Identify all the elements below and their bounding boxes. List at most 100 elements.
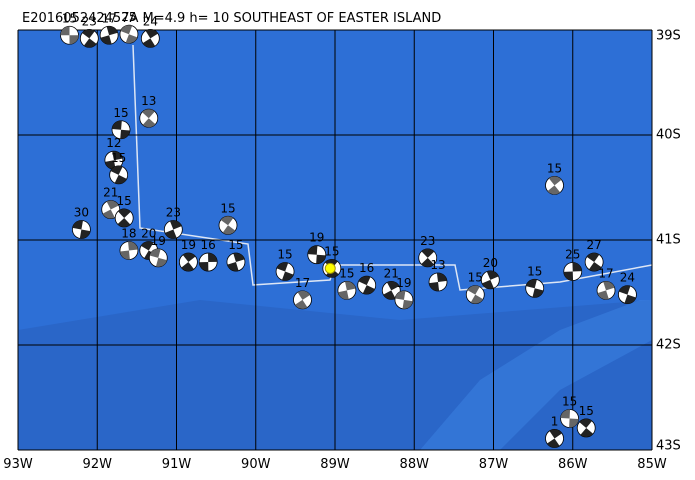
depth-label: 17	[598, 266, 613, 280]
focal-mechanism	[218, 215, 238, 235]
beachball-part	[421, 257, 434, 267]
depth-label: 15	[562, 395, 577, 409]
beachball-part	[142, 38, 156, 48]
beachball-part	[547, 185, 561, 195]
lat-label: 42S	[656, 338, 681, 353]
depth-label: 15	[324, 244, 339, 258]
beachball-part	[588, 262, 602, 272]
beachball-part	[297, 290, 311, 300]
focal-mechanism	[60, 25, 79, 45]
beachball-part	[233, 253, 245, 263]
focal-mechanism	[114, 208, 134, 228]
beachball-part	[149, 248, 161, 258]
focal-mechanism	[148, 248, 168, 268]
beachball-part	[563, 271, 574, 281]
focal-mechanism	[381, 280, 401, 300]
beachball-part	[118, 208, 131, 218]
focal-mechanism	[428, 272, 448, 292]
lon-label: 93W	[3, 457, 33, 472]
depth-label: 15	[277, 248, 292, 262]
depth-label: 17	[101, 11, 116, 25]
beachball-part	[82, 29, 95, 39]
beachball-part	[181, 262, 194, 272]
depth-label: 19	[309, 231, 324, 245]
beachball-part	[316, 254, 326, 264]
focal-mechanism	[101, 200, 121, 219]
beachball-part	[281, 271, 294, 281]
beachball-part	[362, 285, 375, 295]
lon-label: 87W	[479, 457, 509, 472]
depth-label: 27	[587, 238, 602, 252]
beachball-part	[106, 26, 118, 36]
focal-mechanism	[72, 220, 91, 239]
focal-mechanism	[111, 120, 131, 140]
beachball-part	[102, 209, 115, 219]
beachball-part	[421, 248, 435, 258]
beachball-part	[580, 427, 594, 437]
focal-mechanism	[337, 280, 357, 300]
focal-mechanism	[119, 24, 139, 44]
depth-label: 15	[117, 194, 132, 208]
lat-label: 41S	[656, 233, 681, 248]
map-title: E201605242457A M=4.9 h= 10 SOUTHEAST OF …	[22, 11, 441, 26]
beachball-part	[112, 120, 122, 130]
beachball-part	[569, 418, 579, 428]
lon-label: 88W	[400, 457, 430, 472]
main-event	[324, 262, 336, 274]
beachball-part	[597, 290, 609, 300]
beachball-part	[307, 245, 318, 255]
depth-label: 24	[620, 271, 635, 285]
focal-mechanism	[293, 290, 312, 310]
beachball-part	[119, 250, 130, 260]
focal-mechanism	[104, 150, 124, 170]
beachball-part	[114, 174, 127, 184]
depth-label: 17	[295, 276, 310, 290]
depth-label: 19	[396, 276, 411, 290]
depth-label: 18	[121, 227, 136, 241]
depth-label: 15	[220, 201, 235, 215]
lon-label: 91W	[162, 457, 192, 472]
beachball-part	[182, 253, 196, 263]
beachball-part	[603, 281, 615, 291]
beachball-part	[106, 200, 119, 210]
depth-label: 15	[339, 266, 354, 280]
depth-label: 15	[111, 151, 126, 165]
beachball-part	[69, 35, 79, 45]
focal-mechanism	[119, 241, 139, 260]
focal-mechanism	[109, 165, 129, 185]
depth-label: 25	[121, 10, 136, 24]
beachball-part	[164, 229, 177, 239]
beachball-part	[549, 429, 562, 439]
beachball-part	[141, 241, 154, 251]
beachball-part	[618, 285, 631, 295]
focal-mechanism	[394, 290, 414, 310]
depth-label: 16	[359, 261, 374, 275]
beachball-part	[60, 26, 70, 36]
depth-label: 12	[106, 136, 121, 150]
beachball-part	[402, 299, 413, 309]
depth-label: 24	[143, 14, 158, 28]
depth-label: 23	[82, 14, 97, 28]
beachball-part	[142, 109, 155, 119]
beachball-part	[467, 285, 480, 295]
depth-label: 21	[103, 186, 118, 200]
beachball-part	[120, 129, 130, 139]
lon-label: 85W	[637, 457, 667, 472]
beachball-part	[125, 34, 138, 44]
lat-label: 39S	[656, 29, 681, 44]
beachball-part	[572, 262, 582, 272]
focal-mechanism	[198, 252, 218, 272]
depth-label: 15	[527, 264, 542, 278]
beachball-part	[579, 418, 593, 428]
depth-label: 15	[113, 106, 128, 120]
beachball-part	[276, 262, 289, 272]
beachball-part	[436, 273, 447, 282]
focal-mechanism	[79, 29, 99, 48]
beachball-part	[294, 299, 308, 309]
beachball-part	[387, 281, 400, 291]
depth-label: 15	[468, 271, 483, 285]
focal-mechanism	[525, 278, 545, 298]
depth-label: 19	[151, 234, 166, 248]
focal-mechanism	[178, 252, 198, 272]
depth-label: 25	[565, 248, 580, 262]
